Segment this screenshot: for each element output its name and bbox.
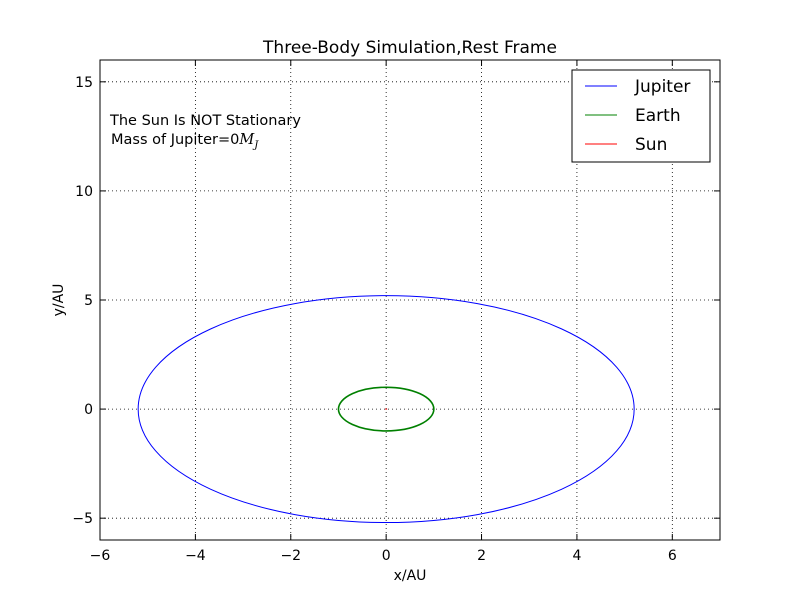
annotation-mass-symbol: M	[238, 132, 255, 148]
x-tick-label: 4	[572, 548, 581, 564]
jupiter-orbit	[137, 295, 635, 524]
legend-label-sun: Sun	[635, 135, 667, 155]
annotation-line-2: Mass of Jupiter=0MJ	[111, 132, 259, 151]
legend-label-earth: Earth	[635, 106, 681, 126]
annotation-line-1: The Sun Is NOT Stationary	[109, 113, 301, 129]
y-tick-label: 0	[84, 402, 93, 418]
chart-title: Three-Body Simulation,Rest Frame	[262, 38, 557, 58]
ticks: −6 −4 −2 0 2 4 6 −5 0 5 10 15	[72, 60, 720, 564]
legend: Jupiter Earth Sun	[571, 69, 711, 163]
x-tick-label: −6	[90, 548, 111, 564]
plot-area	[137, 295, 635, 524]
x-tick-label: 2	[477, 548, 486, 564]
y-tick-label: 15	[75, 75, 93, 91]
annotation-mass-subscript: J	[252, 140, 259, 151]
y-tick-label: 10	[75, 184, 93, 200]
x-axis-label: x/AU	[394, 568, 427, 584]
legend-label-jupiter: Jupiter	[634, 77, 690, 97]
x-tick-label: 6	[668, 548, 677, 564]
x-tick-label: −4	[185, 548, 206, 564]
y-tick-label: 5	[84, 293, 93, 309]
x-tick-label: 0	[382, 548, 391, 564]
x-tick-label: −2	[280, 548, 301, 564]
y-axis-label: y/AU	[51, 284, 67, 317]
legend-box	[571, 69, 711, 163]
annotation-mass-text: Mass of Jupiter=0	[111, 132, 239, 148]
earth-orbit	[337, 386, 435, 432]
y-tick-label: −5	[72, 511, 93, 527]
